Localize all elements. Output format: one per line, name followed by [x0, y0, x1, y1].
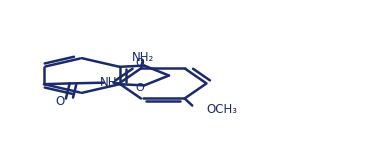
- Text: NH: NH: [100, 76, 117, 89]
- Text: O: O: [135, 58, 144, 68]
- Text: O: O: [55, 95, 65, 108]
- Text: O: O: [135, 83, 144, 93]
- Text: OCH₃: OCH₃: [207, 103, 238, 116]
- Text: NH₂: NH₂: [132, 51, 154, 64]
